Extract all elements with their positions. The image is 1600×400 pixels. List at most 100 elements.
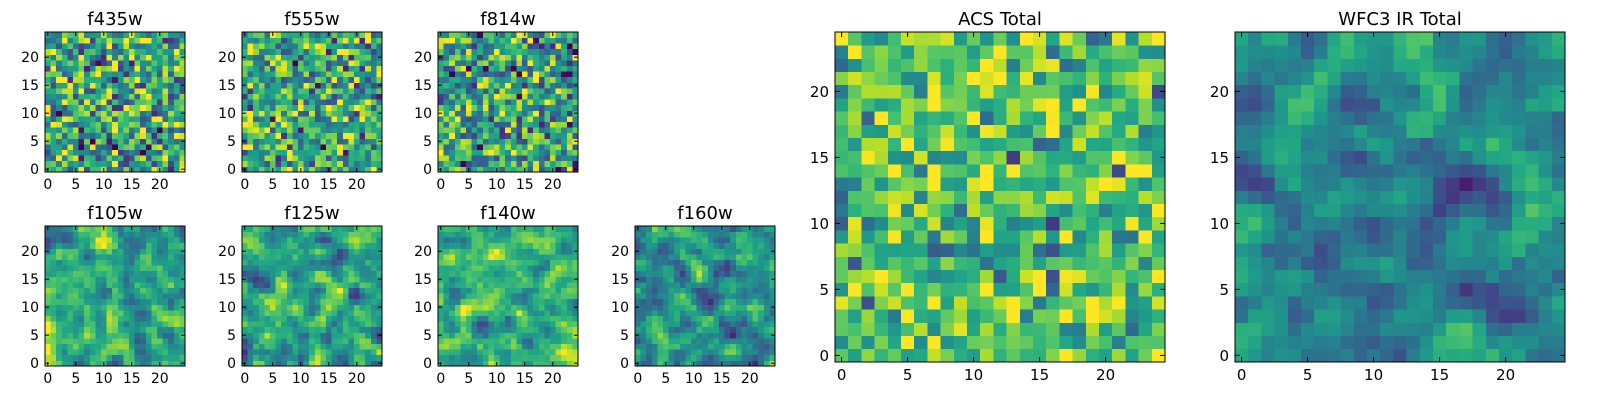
heatmap-cell (510, 149, 517, 156)
heatmap-cell (1099, 216, 1113, 231)
heatmap-cell (550, 242, 556, 249)
heatmap-cell (1033, 296, 1047, 310)
heatmap-cell (298, 304, 304, 311)
heatmap-cell (89, 332, 96, 339)
heatmap-cell (179, 287, 186, 294)
heatmap-cell (337, 43, 344, 50)
heatmap-cell (967, 335, 981, 350)
heatmap-cell (337, 82, 344, 89)
heatmap-cell (157, 110, 163, 117)
heatmap-cell (258, 104, 265, 111)
heatmap-cell (117, 60, 124, 66)
heatmap-cell (106, 127, 113, 134)
heatmap-cell (527, 71, 534, 78)
heatmap-cell (106, 343, 113, 350)
heatmap-cell (84, 82, 91, 89)
heatmap-cell (1046, 269, 1060, 284)
heatmap-cell (61, 32, 68, 38)
heatmap-cell (1151, 269, 1166, 284)
heatmap-cell (691, 343, 697, 350)
heatmap-cell (758, 287, 765, 294)
heatmap-cell (151, 116, 158, 122)
heatmap-cell (555, 276, 562, 283)
heatmap-cell (314, 32, 321, 38)
heatmap-cell (747, 270, 753, 277)
heatmap-cell (376, 155, 383, 162)
heatmap-cell (145, 37, 152, 44)
heatmap-cell (179, 282, 186, 288)
heatmap-cell (1099, 309, 1113, 323)
heatmap-cell (168, 282, 175, 288)
heatmap-cell (242, 121, 248, 128)
heatmap-cell (78, 248, 85, 255)
heatmap-cell (1151, 190, 1166, 204)
heatmap-cell (555, 138, 562, 145)
heatmap-cell (370, 116, 377, 122)
heatmap-cell (1059, 269, 1073, 284)
heatmap-cell (544, 293, 551, 300)
heatmap-cell (354, 54, 360, 61)
heatmap-cell (707, 226, 714, 232)
heatmap-cell (134, 155, 141, 162)
heatmap-cell (940, 203, 955, 218)
heatmap-cell (78, 254, 85, 260)
heatmap-cell (50, 138, 57, 145)
heatmap-cell (471, 71, 478, 78)
heatmap-cell (365, 60, 372, 66)
heatmap-cell (566, 43, 573, 50)
heatmap-cell (140, 315, 147, 322)
heatmap-cell (359, 110, 366, 117)
heatmap-cell (112, 138, 119, 145)
heatmap-cell (460, 354, 467, 361)
heatmap-cell (376, 321, 383, 328)
heatmap-cell (129, 88, 135, 94)
heatmap-cell (980, 296, 994, 310)
heatmap-cell (533, 155, 540, 162)
heatmap-cell (101, 93, 107, 100)
heatmap-cell (449, 121, 456, 128)
heatmap-cell (112, 231, 119, 238)
heatmap-cell (162, 287, 169, 294)
heatmap-cell (73, 99, 79, 106)
heatmap-cell (657, 254, 664, 260)
heatmap-cell (101, 132, 107, 139)
heatmap-cell (314, 282, 321, 288)
heatmap-cell (61, 37, 68, 44)
heatmap-cell (275, 149, 282, 156)
heatmap-cell (561, 349, 568, 356)
heatmap-cell (527, 32, 534, 38)
heatmap-cell (758, 349, 765, 356)
heatmap-cell (482, 127, 489, 134)
heatmap-cell (538, 349, 545, 356)
heatmap-cell (1006, 150, 1021, 165)
heatmap-cell (730, 349, 737, 356)
heatmap-cell (354, 343, 360, 350)
heatmap-cell (555, 338, 562, 344)
heatmap-cell (264, 76, 271, 83)
heatmap-cell (101, 276, 107, 283)
heatmap-cell (56, 321, 63, 328)
heatmap-cell (953, 348, 968, 363)
heatmap-cell (286, 315, 293, 322)
heatmap-cell (117, 315, 124, 322)
heatmap-cell (286, 116, 293, 122)
heatmap-cell (129, 110, 135, 117)
heatmap-cell (303, 88, 310, 94)
heatmap-cell (527, 321, 534, 328)
heatmap-cell (741, 304, 748, 311)
heatmap-cell (258, 293, 265, 300)
heatmap-cell (901, 203, 915, 218)
heatmap-cell (359, 37, 366, 44)
heatmap-cell (566, 37, 573, 44)
heatmap-cell (84, 332, 91, 339)
heatmap-cell (646, 338, 653, 344)
heatmap-cell (157, 88, 163, 94)
heatmap-cell (561, 315, 568, 322)
heatmap-cell (95, 315, 102, 322)
heatmap-cell (258, 121, 265, 128)
heatmap-cell (522, 254, 528, 260)
heatmap-cell (696, 226, 703, 232)
heatmap-cell (78, 60, 85, 66)
heatmap-cell (286, 231, 293, 238)
heatmap-cell (117, 226, 124, 232)
